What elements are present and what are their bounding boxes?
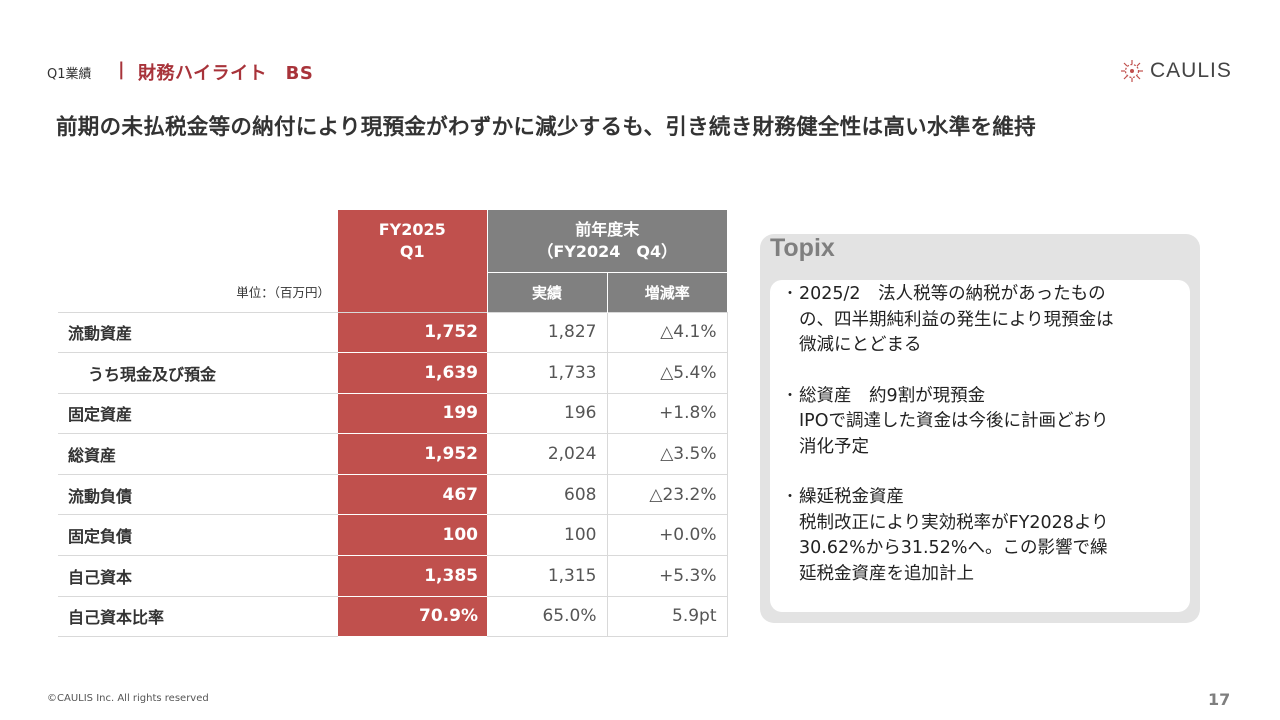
table-subheader-row: 単位：（百万円） 実績 増減率 (58, 271, 727, 312)
headline: 前期の未払税金等の納付により現預金がわずかに減少するも、引き続き財務健全性は高い… (56, 115, 1036, 140)
row-change: +0.0% (607, 514, 728, 557)
header-prev-line1: 前年度末 (575, 219, 640, 239)
bullet: ・ (783, 286, 797, 302)
header-current: FY2025 Q1 (338, 210, 488, 272)
row-current: 467 (338, 474, 487, 516)
topix-list: ・ 2025/2 法人税等の納税があったもの の、四半期純利益の発生により現預金… (783, 282, 1183, 612)
table-row: 自己資本比率 70.9% 65.0% 5.9pt (58, 596, 728, 638)
row-label: 自己資本比率 (58, 596, 338, 638)
topix-content-box (770, 280, 1190, 612)
table-row: 総資産 1,952 2,024 △3.5% (58, 433, 728, 475)
topix-line: 微減にとどまる (799, 335, 922, 355)
row-prev: 196 (487, 393, 608, 435)
logo-text: CAULIS (1150, 59, 1232, 82)
row-current: 1,752 (338, 311, 487, 354)
caulis-mark-icon (1121, 60, 1143, 82)
row-prev: 1,733 (487, 352, 608, 394)
table-row: うち現金及び預金 1,639 1,733 △5.4% (58, 352, 728, 394)
header-current-line1: FY2025 (378, 219, 446, 239)
topix-line: 30.62%から31.52%へ。この影響で繰 (799, 538, 1108, 558)
page-number: 17 (1208, 690, 1231, 709)
row-prev: 2,024 (487, 433, 608, 475)
row-change: +1.8% (607, 393, 728, 435)
row-label: 流動負債 (58, 474, 338, 516)
balance-sheet-table: FY2025 Q1 前年度末 （FY2024 Q4） 単位：（百万円） 実績 増… (58, 210, 728, 638)
table-row: 固定負債 100 100 +0.0% (58, 514, 728, 557)
row-label: うち現金及び預金 (58, 352, 338, 394)
bullet: ・ (783, 387, 797, 404)
row-current: 70.9% (338, 596, 487, 638)
row-change: +5.3% (607, 555, 728, 597)
row-label: 固定負債 (58, 514, 338, 557)
row-prev: 1,827 (487, 311, 608, 354)
row-current: 1,952 (338, 433, 487, 475)
row-label: 総資産 (58, 433, 338, 475)
section-label: Q1業績 (47, 67, 92, 82)
table-row: 固定資産 199 196 +1.8% (58, 393, 728, 435)
topix-line: 総資産 約9割が現預金 (799, 385, 986, 406)
row-label: 固定資産 (58, 393, 338, 435)
row-prev: 608 (487, 474, 608, 516)
header-prev: 前年度末 （FY2024 Q4） (487, 210, 727, 272)
copyright: ©CAULIS Inc. All rights reserved (47, 693, 209, 704)
table-header-row: FY2025 Q1 前年度末 （FY2024 Q4） (58, 210, 727, 272)
row-label: 流動資産 (58, 311, 338, 354)
row-current: 1,639 (338, 352, 487, 394)
header-prev-line2: （FY2024 Q4） (537, 241, 678, 261)
topix-line: の、四半期純利益の発生により現預金は (799, 309, 1114, 330)
row-current: 100 (338, 514, 487, 557)
table-row: 自己資本 1,385 1,315 +5.3% (58, 555, 728, 597)
topix-line: 繰延税金資産 (799, 487, 904, 507)
caulis-logo: CAULIS (1120, 57, 1232, 85)
row-current: 1,385 (338, 555, 487, 597)
row-prev: 1,315 (487, 555, 608, 597)
table-row: 流動負債 467 608 △23.2% (58, 474, 728, 516)
header-current-line2: Q1 (399, 241, 425, 261)
row-change: △3.5% (607, 433, 728, 475)
header-empty-cell (58, 210, 338, 272)
topix-line: 2025/2 法人税等の納税があったもの (799, 284, 1106, 304)
unit-label: 単位：（百万円） (236, 285, 330, 301)
row-current: 199 (338, 393, 487, 435)
list-item: ・ 総資産 約9割が現預金 IPOで調達した資金は今後に計画どおり 消化予定 (783, 384, 1183, 461)
row-change: △23.2% (607, 474, 728, 516)
topix-line: 消化予定 (799, 436, 869, 457)
row-change: △4.1% (607, 311, 728, 354)
list-item: ・ 2025/2 法人税等の納税があったもの の、四半期純利益の発生により現預金… (783, 282, 1183, 359)
list-item: ・ 繰延税金資産 税制改正により実効税率がFY2028より 30.62%から31… (783, 485, 1183, 587)
table-row: 流動資産 1,752 1,827 △4.1% (58, 311, 728, 354)
subheader-current-empty (338, 271, 488, 312)
topix-line: IPOで調達した資金は今後に計画どおり (799, 411, 1109, 431)
header-separator: | (118, 59, 125, 80)
subheader-change: 増減率 (607, 271, 727, 312)
row-prev: 65.0% (487, 596, 608, 638)
row-change: 5.9pt (607, 596, 728, 638)
topix-line: 税制改正により実効税率がFY2028より (799, 512, 1109, 533)
subheader-actual: 実績 (487, 271, 608, 312)
topix-line: 延税金資産を追加計上 (799, 563, 974, 584)
page-title: 財務ハイライト BS (138, 63, 314, 84)
row-prev: 100 (487, 514, 608, 557)
bullet: ・ (783, 489, 797, 505)
row-change: △5.4% (607, 352, 728, 394)
topix-title: Topix (770, 234, 835, 262)
row-label: 自己資本 (58, 555, 338, 597)
